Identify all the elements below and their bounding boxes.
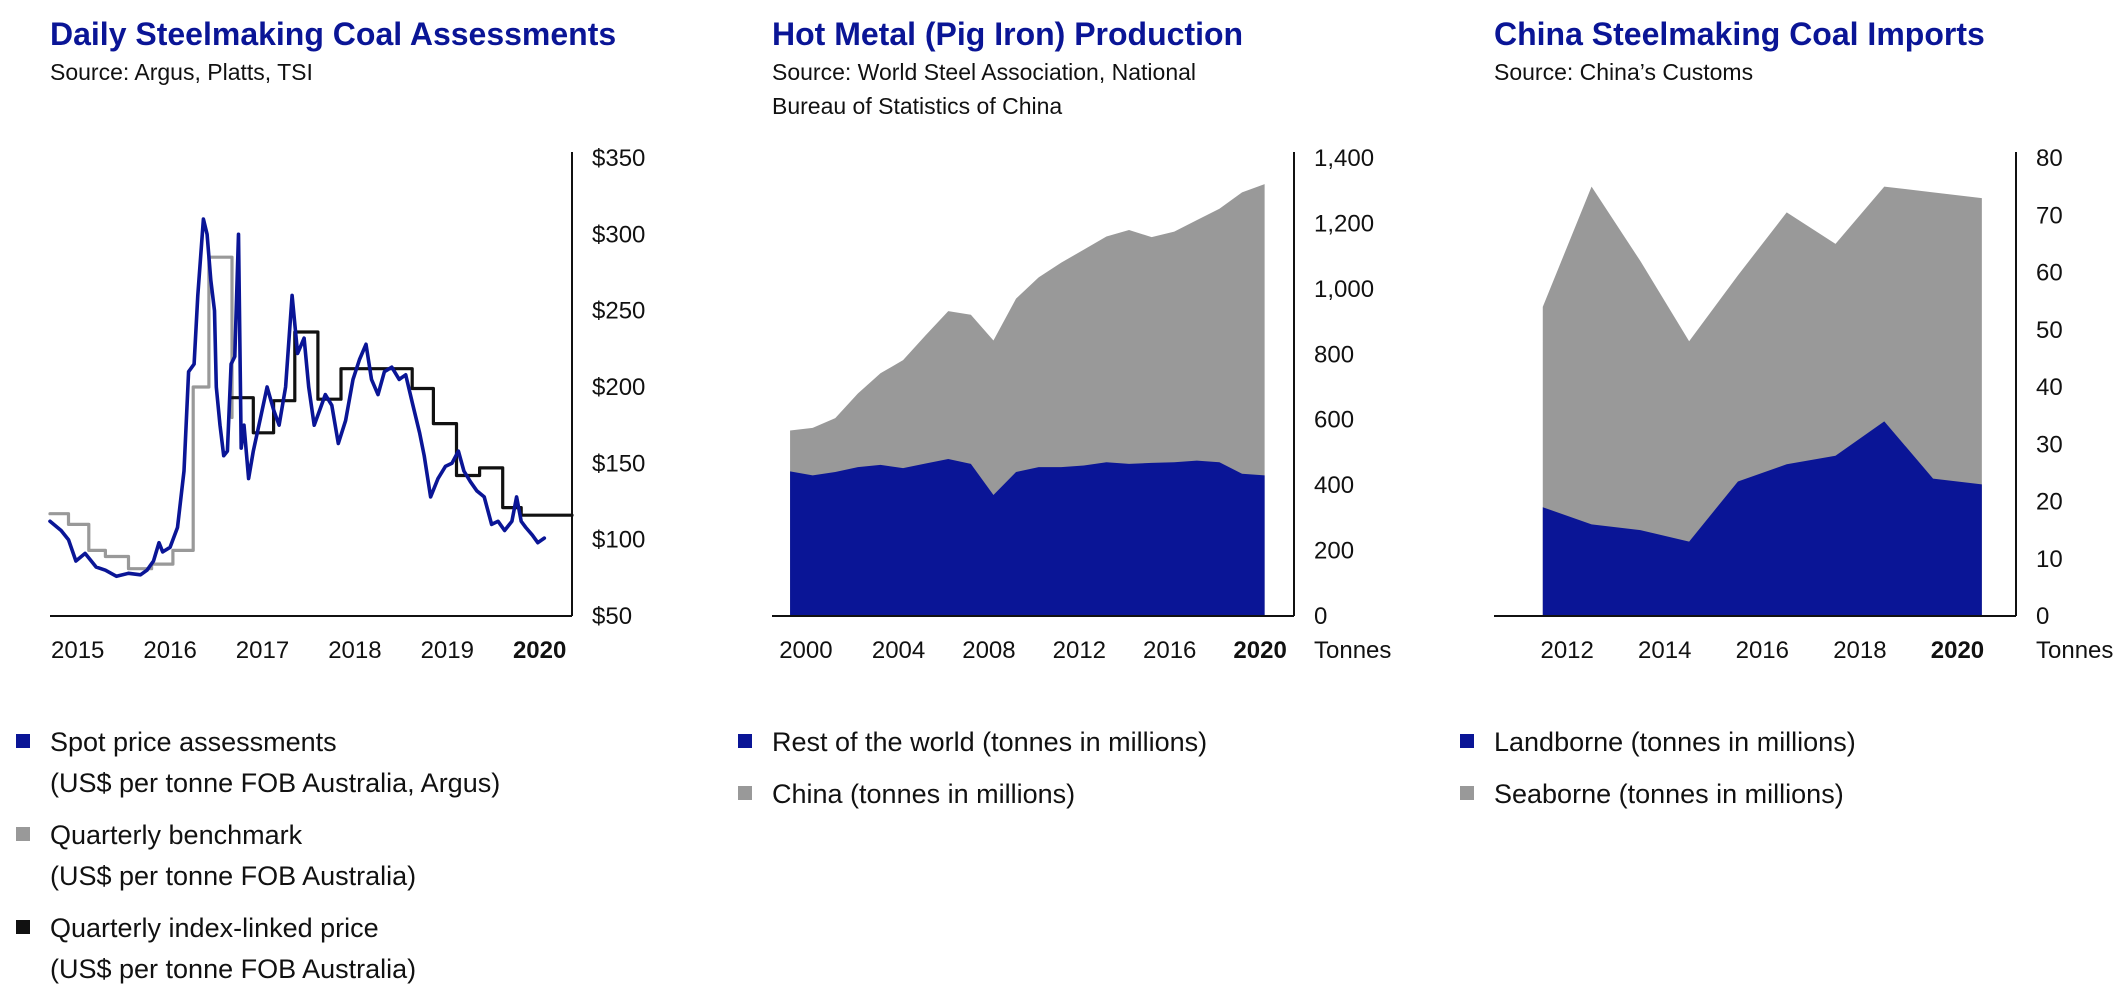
chart2-y-tick-label: 800 [1314,341,1354,368]
chart2-source: Source: World Steel Association, Nationa… [772,55,1196,123]
legend-swatch [16,827,30,841]
chart3-y-tick-label: 10 [2036,546,2063,573]
chart1-plot: $350 $300 $250 $200 $150 $100 $50 2015 2016 2017 2… [48,145,645,664]
chart2-y-tick-label: 600 [1314,407,1354,434]
legend-label: Quarterly index-linked price (US$ per ton… [50,908,416,990]
chart1-x-tick-label: 2018 [328,637,381,664]
chart3-x-tick-label: 2020 [1931,637,1984,664]
chart2-x-tick-label: 2004 [872,637,925,664]
chart2-source-line-1: Source: World Steel Association, Nationa… [772,59,1197,85]
legend-label: Landborne (tonnes in millions) [1494,722,1856,763]
chart1-series-spot-price-assessments [48,217,547,579]
chart2-y-tick-label: 0 [1314,603,1327,630]
legend-label-line: China (tonnes in millions) [772,779,1076,809]
legend-label: Quarterly benchmark (US$ per tonne FOB Au… [50,815,416,897]
legend-label-line: (US$ per tonne FOB Australia) [50,861,417,891]
legend-label: China (tonnes in millions) [772,774,1075,815]
legend-item: Quarterly benchmark (US$ per tonne FOB Au… [16,815,500,897]
chart1-y-tick-label: $150 [592,450,645,477]
chart3-y-tick-label: 60 [2036,260,2063,287]
chart3-y-tick-label: 0 [2036,603,2049,630]
legend-swatch [1460,734,1474,748]
chart1-y-tick-label: $250 [592,298,645,325]
chart3-y-tick-label: 50 [2036,317,2063,344]
chart1-series-quarterly-index-linked-price [230,330,574,517]
chart1-x-tick-label: 2020 [513,637,566,664]
chart3-unit-label: Tonnes [2036,637,2113,664]
legend-label-line: Quarterly benchmark [50,820,303,850]
legend-item: Spot price assessments (US$ per tonne FOB… [16,722,500,804]
chart1-series-quarterly-benchmark [48,255,234,571]
chart3-source: Source: China’s Customs [1494,59,1754,85]
legend-label-line: Landborne (tonnes in millions) [1494,727,1856,757]
chart1-title: Daily Steelmaking Coal Assessments [50,16,617,52]
legend-item: Quarterly index-linked price (US$ per ton… [16,908,500,990]
chart3-y-tick-label: 30 [2036,431,2063,458]
chart1-x-tick-label: 2017 [236,637,289,664]
chart2-x-tick-label: 2020 [1233,637,1286,664]
chart2-x-tick-label: 2008 [962,637,1015,664]
legend-label: Spot price assessments (US$ per tonne FOB… [50,722,500,804]
chart2-y-tick-label: 200 [1314,538,1354,565]
chart2-y-tick-label: 1,400 [1314,145,1374,172]
chart1-y-tick-label: $50 [592,603,632,630]
charts-canvas: $350 $300 $250 $200 $150 $100 $50 2015 2016 2017 2… [48,145,2113,664]
legend-label-line: Seaborne (tonnes in millions) [1494,779,1844,809]
chart2-y-tick-label: 1,200 [1314,210,1374,237]
chart2-area-rest [790,458,1265,616]
chart1-x-tick-label: 2016 [143,637,196,664]
chart1-legend: Spot price assessments (US$ per tonne FOB… [16,722,500,1001]
legend-label-line: Spot price assessments [50,727,337,757]
legend-item: Rest of the world (tonnes in millions) [738,722,1207,763]
chart2-source-line-2: Bureau of Statistics of China [772,93,1063,119]
chart3-x-tick-label: 2018 [1833,637,1886,664]
chart3-legend: Landborne (tonnes in millions) Seaborne (… [1460,722,1856,826]
legend-swatch [738,786,752,800]
legend-swatch [16,734,30,748]
legend-item: Seaborne (tonnes in millions) [1460,774,1856,815]
chart2-title: Hot Metal (Pig Iron) Production [772,16,1244,52]
chart2-unit-label: Tonnes [1314,637,1391,664]
legend-label: Rest of the world (tonnes in millions) [772,722,1207,763]
chart3-area-landborne [1542,421,1982,616]
legend-swatch [1460,786,1474,800]
chart1-y-tick-label: $100 [592,527,645,554]
chart1-y-tick-label: $350 [592,145,645,172]
legend-swatch [16,920,30,934]
chart3-plot: 80 70 60 50 40 30 20 10 0 2012 2014 2016 2018 2020 Ton… [1494,145,2113,664]
chart2-x-tick-label: 2016 [1143,637,1196,664]
chart3-x-tick-label: 2014 [1638,637,1691,664]
chart3-y-tick-label: 40 [2036,374,2063,401]
chart3-x-tick-label: 2012 [1540,637,1593,664]
legend-item: China (tonnes in millions) [738,774,1207,815]
chart2-x-tick-label: 2012 [1053,637,1106,664]
chart2-legend: Rest of the world (tonnes in millions) Ch… [738,722,1207,826]
chart2-x-tick-label: 2000 [779,637,832,664]
chart1-source: Source: Argus, Platts, TSI [50,59,313,85]
legend-label-line: Quarterly index-linked price [50,913,379,943]
chart1-y-tick-label: $300 [592,221,645,248]
chart3-y-tick-label: 80 [2036,145,2063,172]
chart3-x-tick-label: 2016 [1736,637,1789,664]
legend-label-line: (US$ per tonne FOB Australia, Argus) [50,768,501,798]
chart1-x-tick-label: 2019 [421,637,474,664]
chart3-y-tick-label: 70 [2036,202,2063,229]
legend-swatch [738,734,752,748]
legend-label: Seaborne (tonnes in millions) [1494,774,1844,815]
chart3-y-tick-label: 20 [2036,489,2063,516]
chart1-x-tick-label: 2015 [51,637,104,664]
chart3-title: China Steelmaking Coal Imports [1494,16,1985,52]
chart2-y-tick-label: 1,000 [1314,276,1374,303]
legend-label-line: Rest of the world (tonnes in millions) [772,727,1208,757]
chart2-y-tick-label: 400 [1314,472,1354,499]
legend-item: Landborne (tonnes in millions) [1460,722,1856,763]
legend-label-line: (US$ per tonne FOB Australia) [50,954,417,984]
chart1-y-tick-label: $200 [592,374,645,401]
